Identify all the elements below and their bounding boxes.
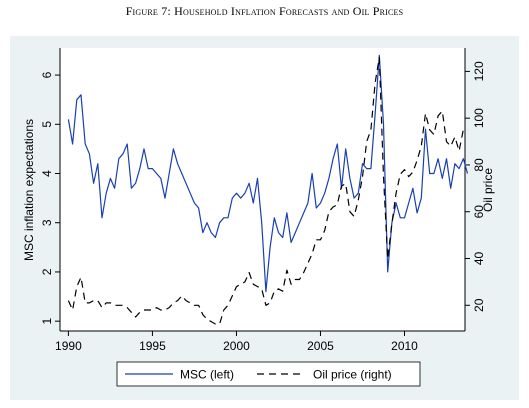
y-right-tick-label: 80 <box>472 158 486 172</box>
series-line-msc <box>67 54 469 293</box>
y-left-tick-label: 4 <box>40 170 54 177</box>
y-left-tick-label: 1 <box>40 318 54 325</box>
y-left-tick-label: 5 <box>40 121 54 128</box>
ticks-group: 1990 1995 2000 2005 2010 1 2 3 4 5 6 20 40 60 80 100 120 <box>40 61 486 353</box>
figure-title: Figure 7: Household Inflation Forecasts … <box>125 4 404 18</box>
axes <box>59 48 466 332</box>
y-right-tick-label: 120 <box>472 61 486 81</box>
series-line-oil-price <box>67 56 468 325</box>
x-tick-label: 1995 <box>139 339 166 353</box>
legend-label-oil: Oil price (right) <box>313 368 392 382</box>
x-tick-label: 1990 <box>55 339 82 353</box>
plot-area <box>60 48 465 331</box>
y-right-tick-label: 20 <box>472 298 486 312</box>
x-tick-label: 2000 <box>223 339 250 353</box>
y-left-tick-label: 3 <box>40 219 54 226</box>
series-group <box>67 54 469 325</box>
y-right-tick-label: 60 <box>472 205 486 219</box>
legend: MSC (left) Oil price (right) <box>116 361 421 387</box>
y-left-tick-label: 2 <box>40 268 54 275</box>
y-right-tick-label: 40 <box>472 252 486 266</box>
y-left-tick-label: 6 <box>40 71 54 78</box>
legend-label-msc: MSC (left) <box>180 368 234 382</box>
y-right-tick-label: 100 <box>472 108 486 128</box>
y-axis-left-title: MSC inflation expectations <box>22 119 36 261</box>
x-tick-label: 2010 <box>391 339 418 353</box>
y-axis-right-title: Oil price <box>481 168 495 212</box>
x-tick-label: 2005 <box>307 339 334 353</box>
